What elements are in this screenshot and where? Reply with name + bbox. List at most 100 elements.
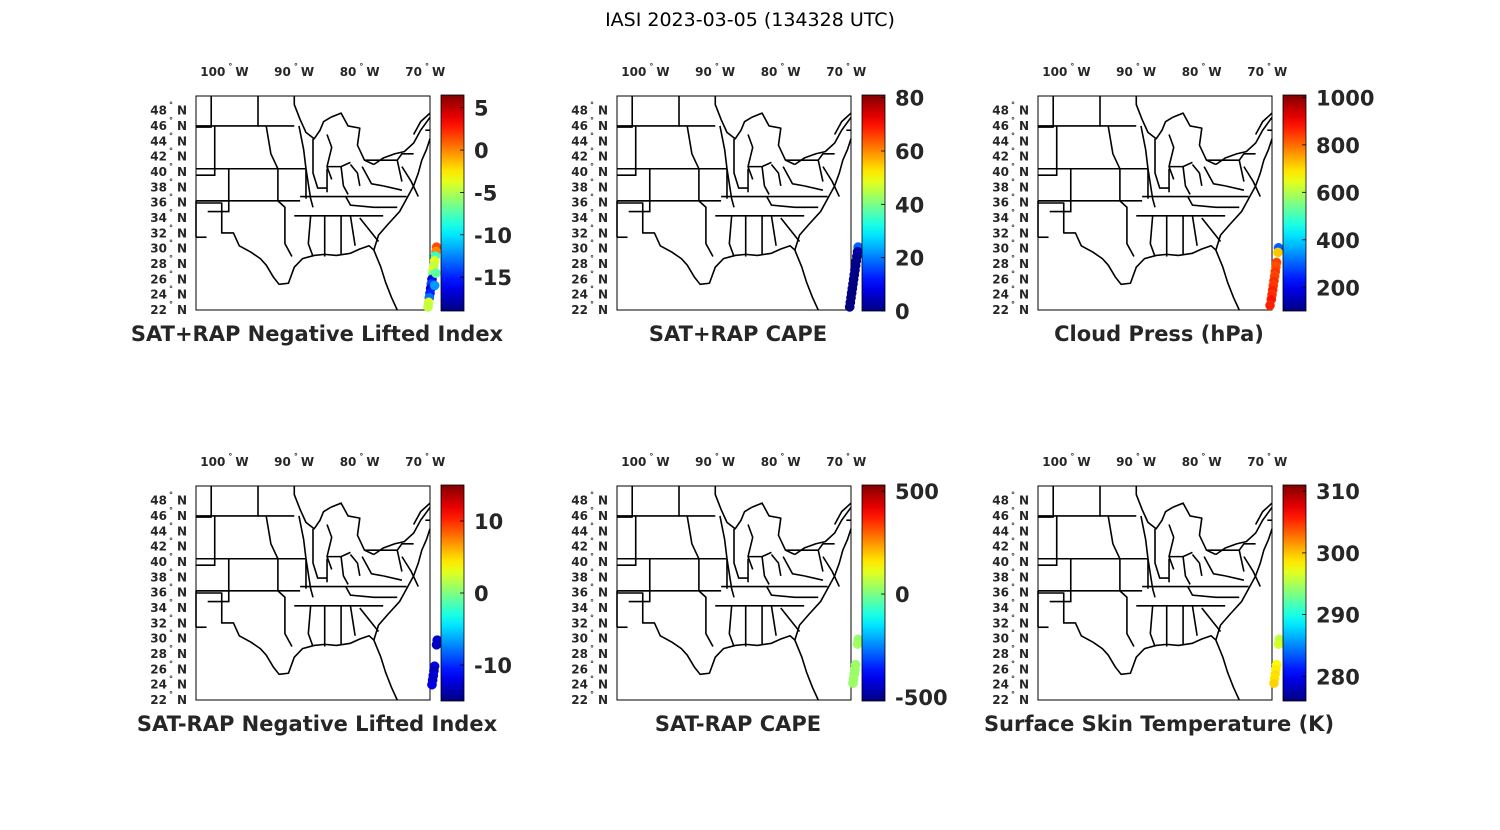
lon-tick-suffix: W: [301, 65, 314, 79]
data-point: [848, 678, 858, 688]
lon-tick-label: 80 ° W: [1182, 452, 1222, 469]
degree-mark: °: [1011, 147, 1015, 156]
degree-mark: °: [649, 452, 653, 461]
colorbar-tick-label: 20: [895, 247, 924, 271]
coastline: [1169, 525, 1174, 570]
state-border: [1202, 218, 1221, 242]
lat-tick-label: 30 ° N: [571, 629, 608, 646]
lat-tick-suffix: N: [1019, 303, 1029, 317]
colorbar: 500 0 -500: [861, 480, 948, 710]
lat-tick-label: 34 ° N: [571, 208, 608, 225]
panel-title: SAT+RAP CAPE: [649, 322, 827, 346]
lat-tick-suffix: N: [177, 509, 187, 523]
degree-mark: °: [169, 506, 173, 515]
lat-tick-label: 48 ° N: [150, 491, 187, 508]
degree-mark: °: [1011, 537, 1015, 546]
lat-tick-suffix: N: [177, 104, 187, 118]
lat-tick-label: 42 ° N: [150, 537, 187, 554]
degree-mark: °: [1011, 300, 1015, 309]
data-points: [1269, 634, 1285, 688]
coastline: [1169, 135, 1174, 180]
lon-tick-suffix: W: [722, 65, 735, 79]
map-panel-sat-rap-nli: 100 ° W 90 ° W 80 ° W 70 ° W48 ° N46 ° N44 ° N42 ° N40 ° N38 °…: [131, 62, 512, 346]
degree-mark: °: [590, 254, 594, 263]
lat-tick-suffix: N: [1019, 134, 1029, 148]
lat-tick-label: 44 ° N: [150, 521, 187, 538]
lat-tick-value: 38: [150, 180, 167, 194]
colorbar: 1000 800 600 400 200: [1282, 86, 1374, 312]
degree-mark: °: [169, 613, 173, 622]
lat-tick-value: 44: [150, 134, 167, 148]
colorbar-tick-label: 60: [895, 140, 924, 164]
state-border: [1192, 164, 1201, 185]
lat-tick-suffix: N: [598, 196, 608, 210]
degree-mark: °: [1011, 552, 1015, 561]
lat-tick-value: 46: [150, 509, 167, 523]
degree-mark: °: [590, 690, 594, 699]
degree-mark: °: [1011, 177, 1015, 186]
degree-mark: °: [590, 131, 594, 140]
lat-tick-value: 32: [571, 616, 588, 630]
coastline: [1038, 203, 1239, 310]
lat-tick-label: 24 ° N: [150, 285, 187, 302]
lat-tick-value: 28: [150, 257, 167, 271]
lat-tick-value: 38: [571, 570, 588, 584]
lat-tick-value: 48: [571, 494, 588, 508]
degree-mark: °: [590, 537, 594, 546]
lat-tick-label: 24 ° N: [992, 285, 1029, 302]
coastline: [617, 203, 818, 310]
lat-tick-suffix: N: [1019, 104, 1029, 118]
state-border: [397, 154, 413, 160]
lat-tick-value: 26: [992, 272, 1009, 286]
lat-tick-label: 32 ° N: [571, 613, 608, 630]
degree-mark: °: [1011, 223, 1015, 232]
state-border: [767, 587, 818, 598]
colorbar-tick-label: 0: [474, 139, 489, 163]
lon-tick-suffix: W: [787, 65, 800, 79]
data-points: [844, 242, 864, 312]
lat-tick-value: 38: [992, 180, 1009, 194]
lat-tick-label: 22 ° N: [571, 300, 608, 317]
lon-tick-label: 70 ° W: [1247, 452, 1287, 469]
lat-tick-label: 28 ° N: [150, 254, 187, 271]
coastline: [196, 593, 397, 700]
state-border: [313, 529, 327, 578]
map-background: [196, 96, 430, 310]
basemap-outline: [1038, 96, 1272, 310]
degree-mark: °: [1011, 162, 1015, 171]
state-border: [1239, 544, 1255, 550]
degree-mark: °: [1011, 583, 1015, 592]
colorbar-tick-label: 300: [1316, 542, 1360, 566]
coastline: [752, 113, 795, 164]
lat-tick-label: 28 ° N: [992, 254, 1029, 271]
lat-tick-suffix: N: [598, 180, 608, 194]
lat-tick-value: 34: [992, 601, 1009, 615]
state-border: [1155, 139, 1169, 188]
lat-tick-value: 22: [992, 693, 1009, 707]
lat-tick-value: 26: [571, 662, 588, 676]
lon-tick-suffix: W: [432, 65, 445, 79]
lon-tick-suffix: W: [366, 455, 379, 469]
lat-tick-value: 44: [150, 524, 167, 538]
degree-mark: °: [590, 552, 594, 561]
degree-mark: °: [169, 208, 173, 217]
lat-tick-suffix: N: [598, 647, 608, 661]
lat-tick-label: 42 ° N: [992, 537, 1029, 554]
lon-tick-value: 80: [1182, 65, 1199, 79]
map-panel-sat-minus-rap-nli: 100 ° W 90 ° W 80 ° W 70 ° W48 ° N46 ° N44 ° N42 ° N40 ° N38 °…: [137, 452, 512, 736]
lat-tick-suffix: N: [1019, 662, 1029, 676]
degree-mark: °: [294, 62, 298, 71]
lon-tick-value: 80: [340, 65, 357, 79]
coastline: [795, 117, 851, 164]
lon-tick-label: 70 ° W: [826, 452, 866, 469]
lat-tick-label: 22 ° N: [992, 690, 1029, 707]
state-border: [383, 576, 402, 580]
degree-mark: °: [590, 300, 594, 309]
lat-tick-value: 40: [992, 555, 1009, 569]
coastline: [196, 96, 211, 127]
degree-mark: °: [1011, 675, 1015, 684]
colorbar-gradient: [1282, 484, 1307, 702]
panel-title: Cloud Press (hPa): [1054, 322, 1264, 346]
state-border: [729, 216, 734, 257]
lat-tick-label: 42 ° N: [571, 537, 608, 554]
